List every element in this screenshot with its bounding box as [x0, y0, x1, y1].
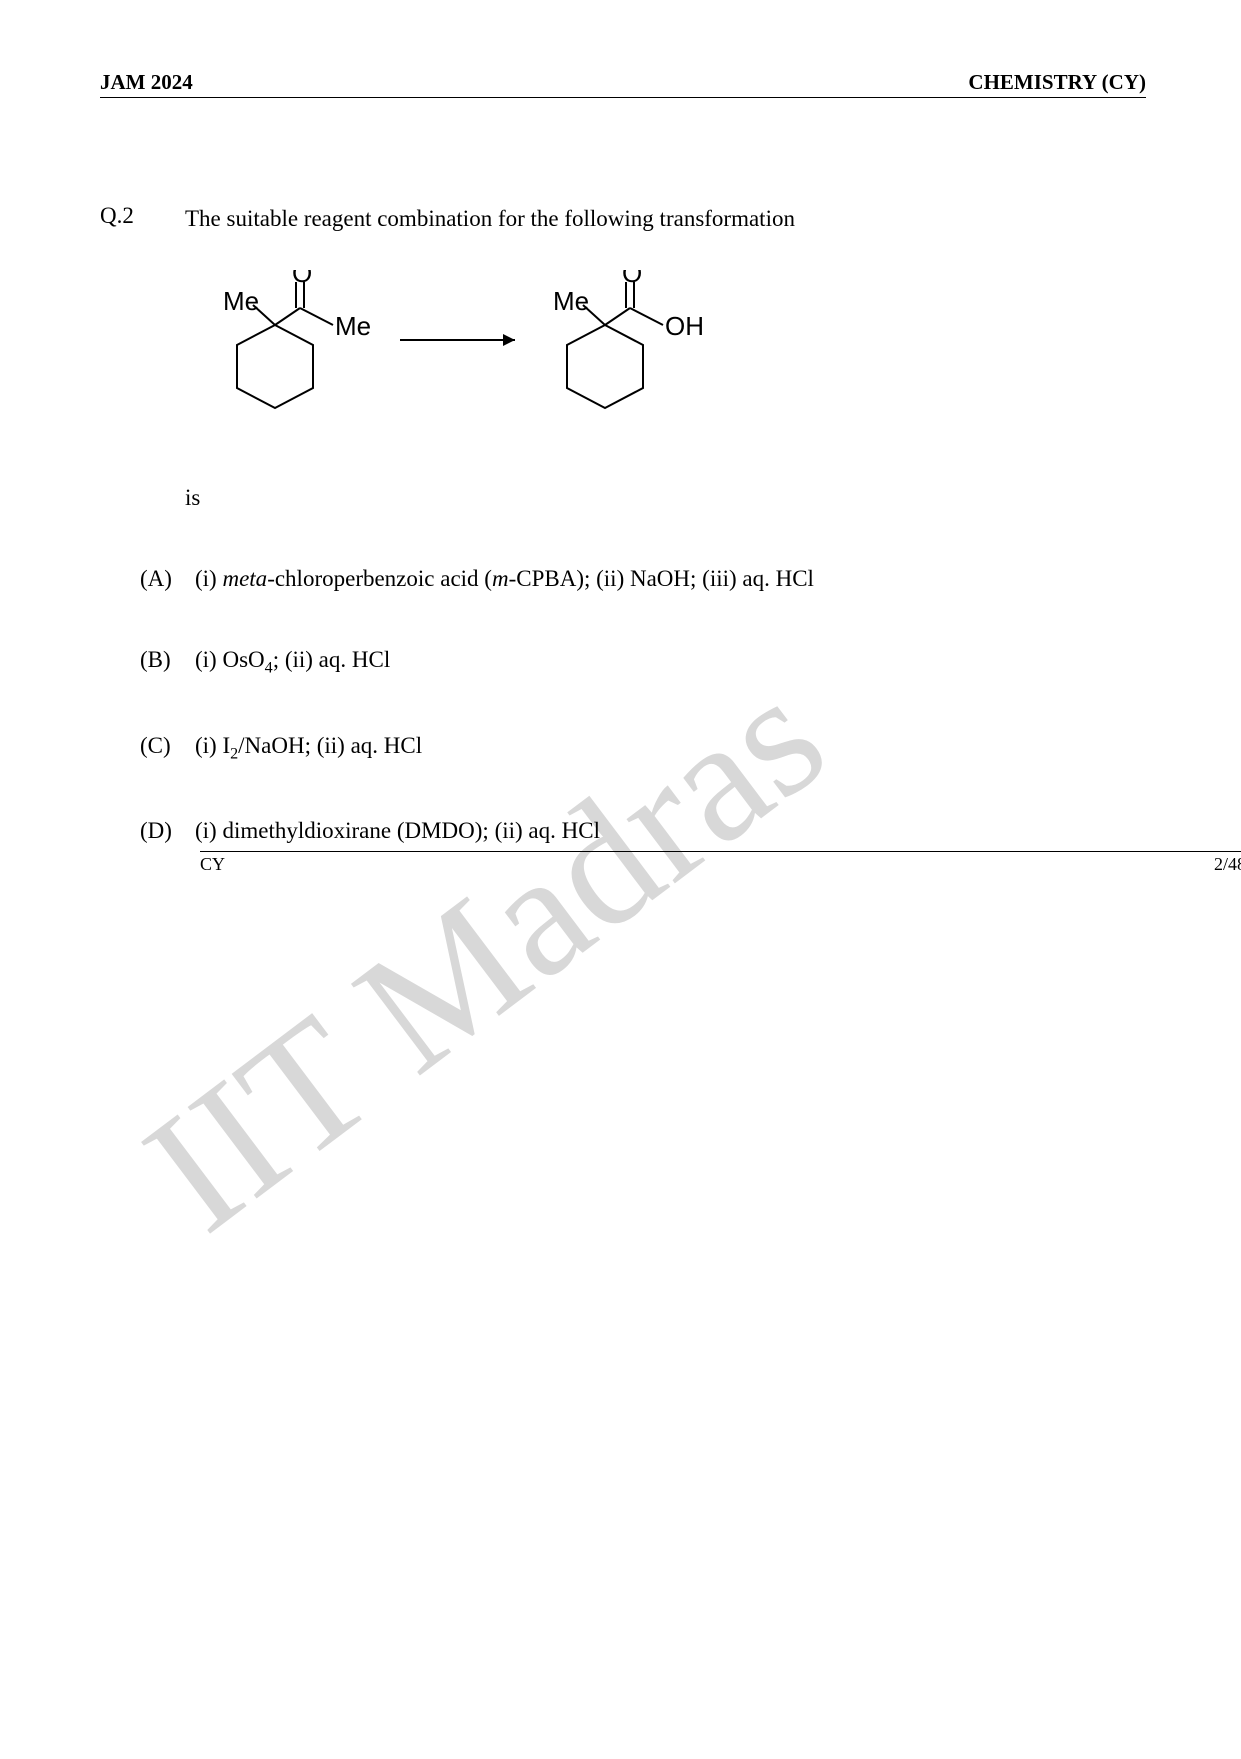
options-block: (A) (i) meta-chloroperbenzoic acid (m-CP…	[140, 566, 1146, 844]
svg-text:O: O	[292, 270, 312, 288]
svg-text:Me: Me	[553, 286, 589, 316]
question-stem: The suitable reagent combination for the…	[185, 203, 1146, 235]
option-b-text: (i) OsO4; (ii) aq. HCl	[195, 647, 1146, 678]
reaction-diagram: Me O Me Me	[185, 270, 1146, 455]
option-d: (D) (i) dimethyldioxirane (DMDO); (ii) a…	[140, 818, 1146, 844]
page-header: JAM 2024 CHEMISTRY (CY)	[100, 70, 1146, 98]
svg-text:Me: Me	[223, 286, 259, 316]
header-right: CHEMISTRY (CY)	[968, 70, 1146, 95]
svg-text:O: O	[622, 270, 642, 288]
footer-left: CY	[200, 854, 225, 875]
option-c: (C) (i) I2/NaOH; (ii) aq. HCl	[140, 733, 1146, 764]
option-a-text: (i) meta-chloroperbenzoic acid (m-CPBA);…	[195, 566, 1146, 592]
header-left: JAM 2024	[100, 70, 193, 95]
option-c-text: (i) I2/NaOH; (ii) aq. HCl	[195, 733, 1146, 764]
question-number: Q.2	[100, 203, 185, 235]
option-b: (B) (i) OsO4; (ii) aq. HCl	[140, 647, 1146, 678]
option-a-label: (A)	[140, 566, 195, 592]
option-d-label: (D)	[140, 818, 195, 844]
option-c-label: (C)	[140, 733, 195, 764]
svg-text:Me: Me	[335, 311, 371, 341]
page-footer: CY 2/48	[200, 851, 1241, 875]
question-is: is	[185, 485, 1146, 511]
svg-text:OH: OH	[665, 311, 704, 341]
page: JAM 2024 CHEMISTRY (CY) Q.2 The suitable…	[0, 0, 1241, 1754]
option-d-text: (i) dimethyldioxirane (DMDO); (ii) aq. H…	[195, 818, 1146, 844]
content-area: Q.2 The suitable reagent combination for…	[100, 203, 1146, 844]
option-b-label: (B)	[140, 647, 195, 678]
option-a: (A) (i) meta-chloroperbenzoic acid (m-CP…	[140, 566, 1146, 592]
footer-right: 2/48	[1214, 854, 1241, 875]
question-row: Q.2 The suitable reagent combination for…	[100, 203, 1146, 235]
